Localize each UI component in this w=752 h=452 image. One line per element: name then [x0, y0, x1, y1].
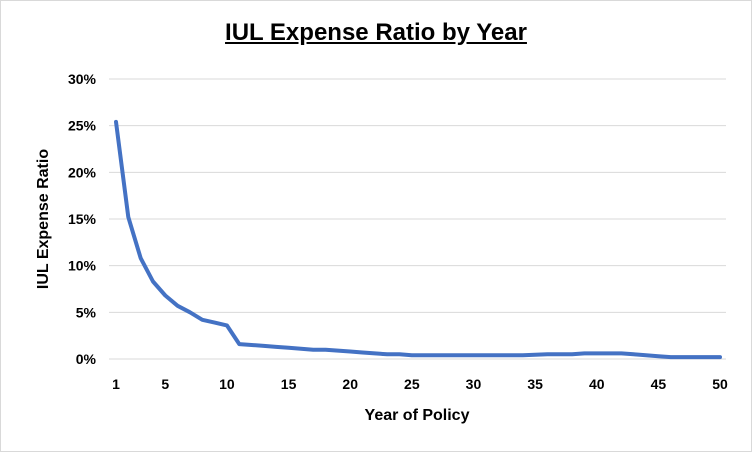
y-axis-ticks: 0% 5% 10% 15% 20% 25% 30%: [68, 71, 97, 367]
x-tick-label: 10: [219, 376, 235, 392]
gridlines: [109, 78, 726, 360]
series-lines: [114, 119, 722, 360]
chart-title: IUL Expense Ratio by Year: [225, 19, 527, 46]
y-tick-label: 10%: [68, 258, 97, 274]
y-tick-label: 25%: [68, 118, 97, 134]
x-axis-title: Year of Policy: [365, 407, 470, 424]
x-tick-label: 15: [281, 376, 297, 392]
x-tick-label: 20: [342, 376, 358, 392]
y-tick-label: 0%: [76, 351, 97, 367]
series-line: [114, 119, 722, 360]
x-tick-label: 35: [527, 376, 543, 392]
x-tick-label: 5: [161, 376, 169, 392]
y-tick-label: 20%: [68, 164, 97, 180]
x-tick-label: 25: [404, 376, 420, 392]
y-tick-label: 15%: [68, 211, 97, 227]
x-tick-label: 45: [651, 376, 667, 392]
y-tick-label: 5%: [76, 304, 97, 320]
y-axis-title: IUL Expense Ratio: [35, 149, 52, 289]
x-tick-label: 1: [112, 376, 120, 392]
y-tick-label: 30%: [68, 71, 97, 87]
x-tick-label: 50: [712, 376, 728, 392]
x-axis-ticks: 1 5 10 15 20 25 30 35 40 45 50: [112, 376, 728, 392]
x-tick-label: 40: [589, 376, 605, 392]
x-tick-label: 30: [466, 376, 482, 392]
